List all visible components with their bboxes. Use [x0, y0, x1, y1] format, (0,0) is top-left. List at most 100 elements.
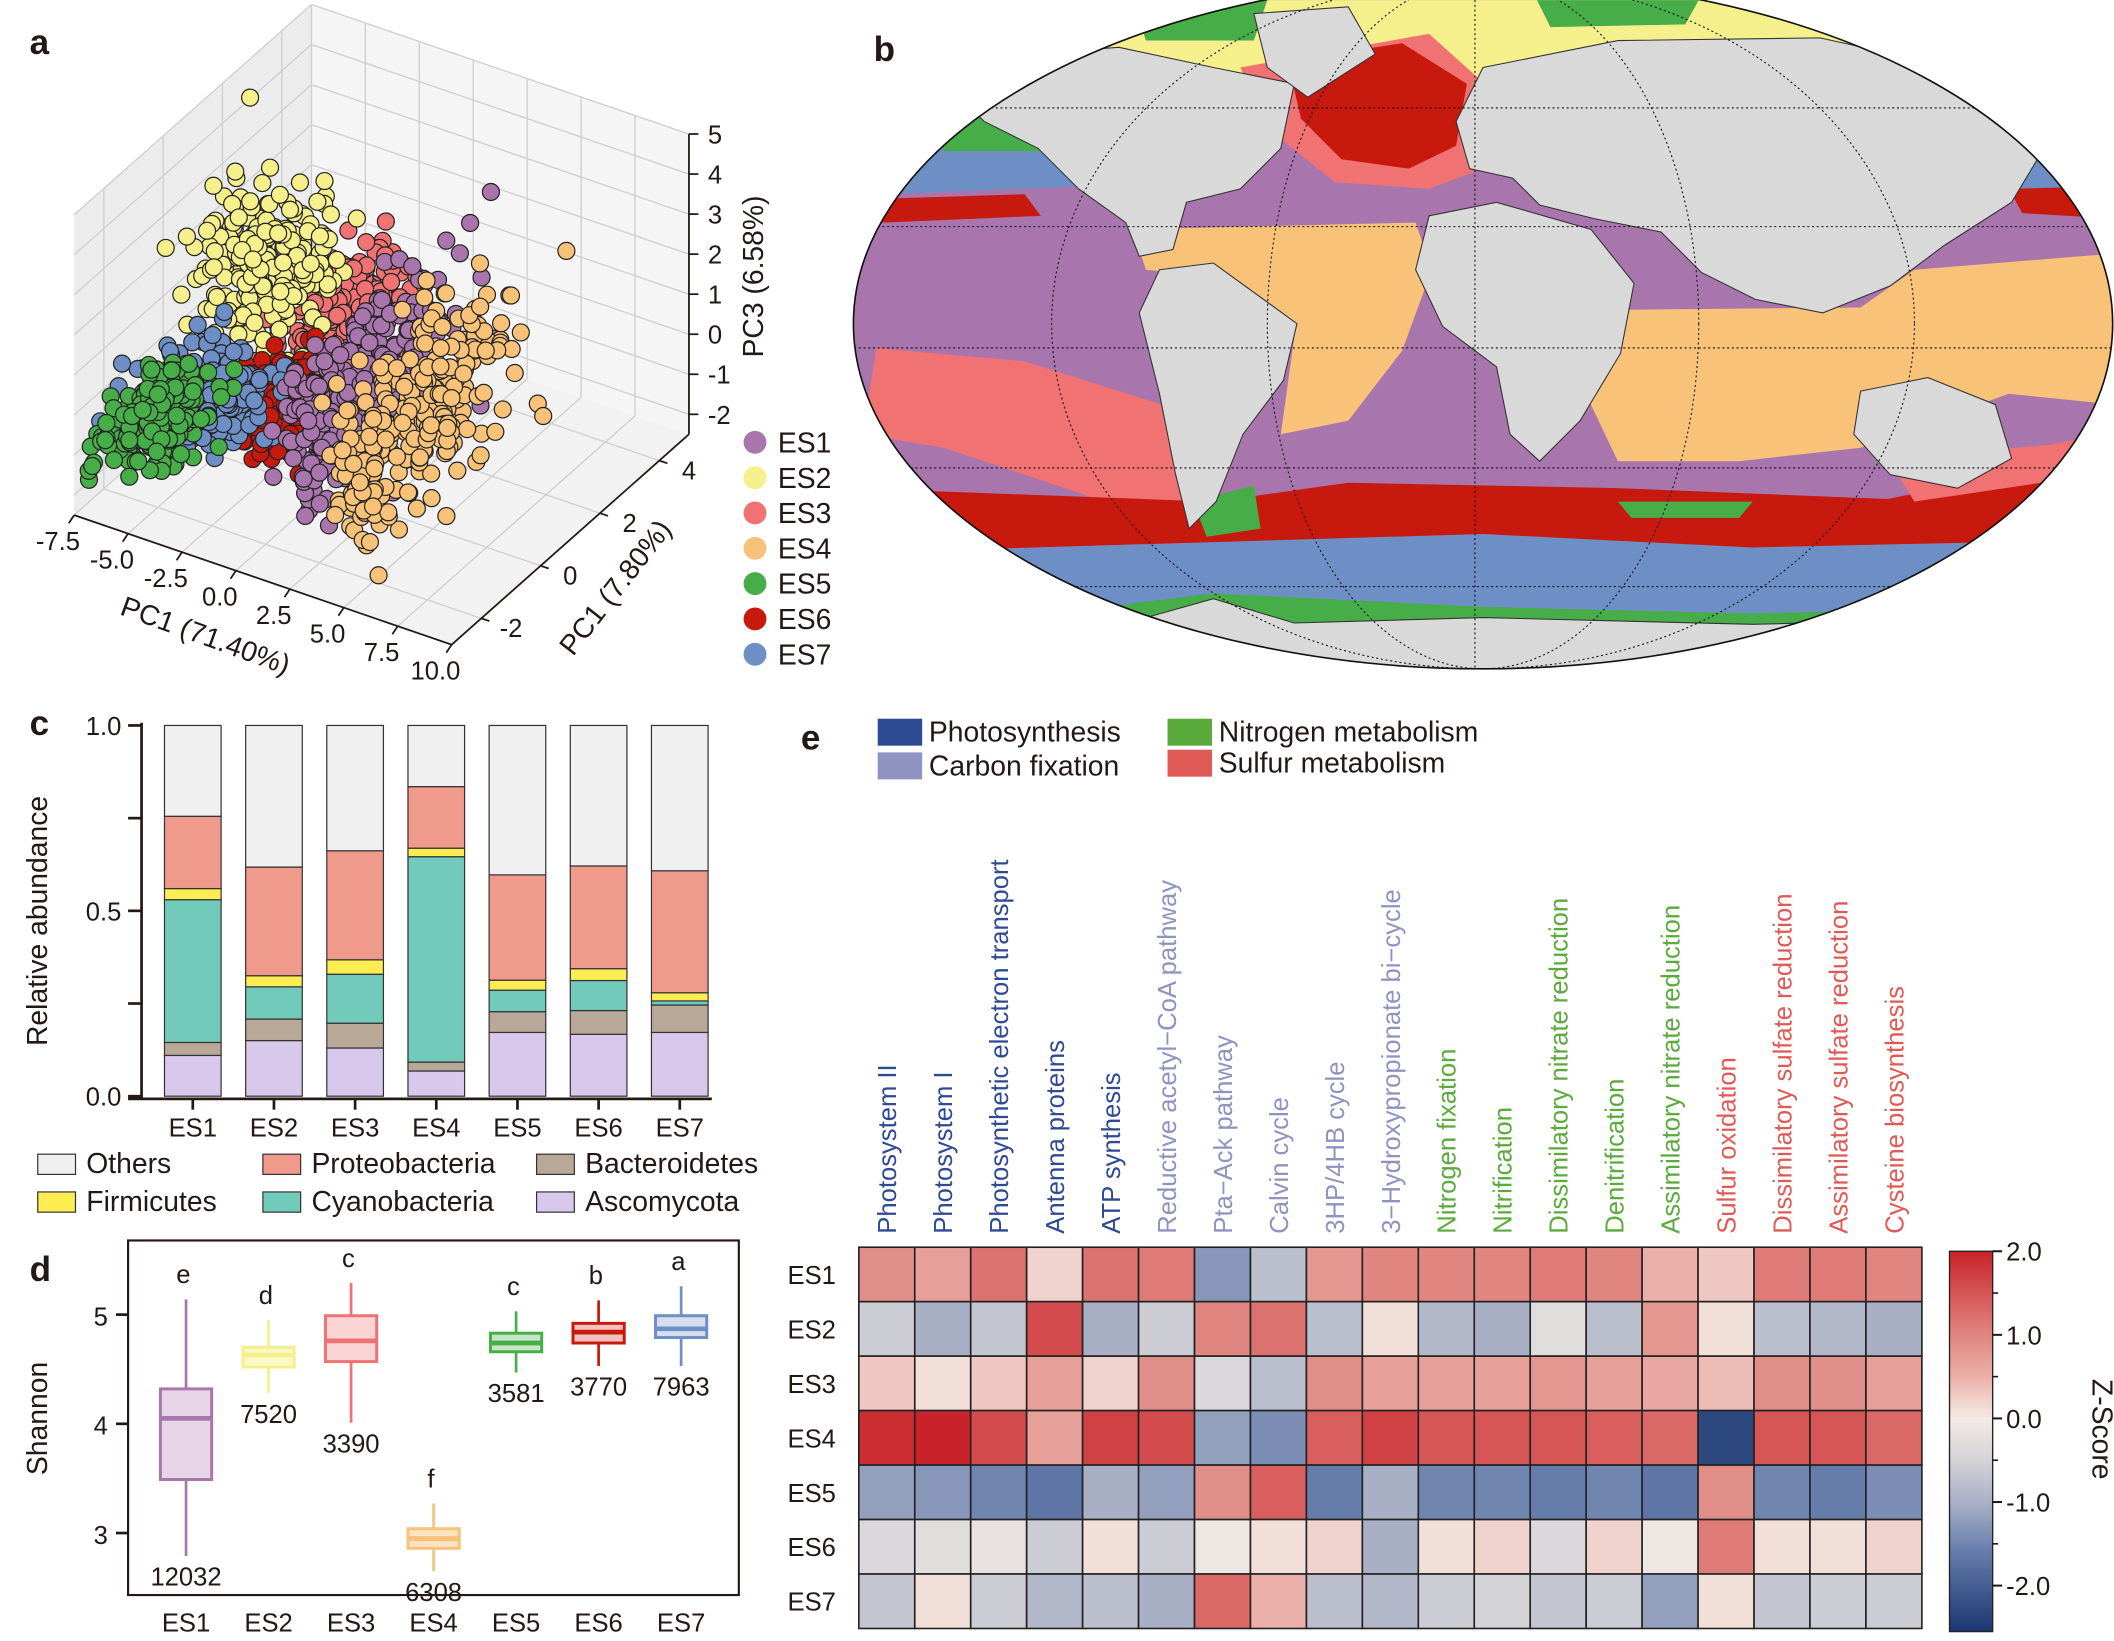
scatter-point-es2: [315, 171, 334, 191]
scatter-point-es2: [280, 200, 300, 219]
scatter-point-es2: [270, 320, 289, 339]
bar-segment-cyanobacteria: [488, 989, 547, 1013]
stacked-bar-chart: Relative abundance 0.0 0.5 1.0 ES1 ES2 ES3 ES4…: [21, 713, 758, 1217]
scatter-point-es5: [167, 406, 186, 425]
heatmap-cell: [858, 1409, 916, 1466]
pc2-tick: [658, 459, 668, 465]
region-es6-north-pacific-strip: [853, 194, 1041, 224]
legend-label-others: Others: [86, 1147, 171, 1179]
box-x-tick-label: ES4: [409, 1609, 457, 1637]
heatmap-cell: [1529, 1573, 1587, 1630]
heatmap-cell: [858, 1246, 916, 1303]
scatter-point-es3: [357, 233, 376, 252]
scatter-point-es2: [327, 250, 347, 270]
box-significance-letter: e: [176, 1261, 190, 1289]
heatmap-cell: [1025, 1355, 1084, 1412]
heatmap-column-label: Cysteine biosynthesis: [1881, 986, 1909, 1234]
heatmap-cell: [1417, 1300, 1476, 1357]
scatter-point-es2: [308, 192, 327, 211]
bar-segment-ascomycota: [326, 1047, 385, 1097]
panel-label-c: c: [30, 704, 50, 743]
scatter-point-es5: [148, 385, 167, 404]
heatmap-column-label: Photosynthetic electron transport: [986, 859, 1014, 1233]
box-iqr-es1: [158, 1387, 214, 1482]
heatmap-cell: [1249, 1246, 1308, 1303]
bar-segment-cyanobacteria: [163, 899, 222, 1044]
box-significance-letter: a: [671, 1248, 686, 1276]
box-x-tick-label: ES6: [574, 1609, 622, 1637]
scatter-point-es5: [147, 442, 166, 461]
heatmap-column-label: Assimilatory nitrate reduction: [1658, 905, 1686, 1234]
pc2-tick: [599, 512, 609, 517]
pc2-tick-label: 4: [682, 458, 696, 486]
scatter-point-es5: [120, 431, 139, 450]
box-sample-count: 7963: [653, 1374, 710, 1402]
heatmap-cell: [1025, 1518, 1084, 1575]
heatmap-cell: [1137, 1464, 1196, 1521]
heatmap-cell: [969, 1355, 1028, 1412]
heatmap-cell: [1809, 1409, 1867, 1466]
bar-x-tick-label: ES7: [656, 1115, 704, 1143]
scatter-point-es2: [205, 242, 224, 261]
scatter-point-es4: [360, 427, 379, 446]
scatter-point-es5: [171, 445, 191, 464]
land-africa: [1415, 201, 1635, 462]
bar-segment-ascomycota: [650, 1031, 709, 1097]
heatmap-cell: [969, 1518, 1028, 1575]
scatter-point-es2: [243, 250, 263, 269]
heatmap-cell: [1753, 1464, 1811, 1521]
bar-segment-bacteroidetes: [245, 1018, 303, 1042]
heatmap-cell: [1193, 1409, 1252, 1466]
scatter-point-es2: [226, 162, 245, 181]
gridline: [311, 3, 690, 135]
scatter-point-es1: [450, 244, 469, 263]
scatter-point-es4: [501, 286, 521, 305]
heatmap-cell: [1193, 1464, 1252, 1521]
heatmap-column-label: ATP synthesis: [1098, 1072, 1126, 1233]
land-greenland: [1253, 6, 1376, 98]
heatmap-cell: [1865, 1409, 1923, 1466]
scatter-point-es4: [436, 284, 456, 303]
scatter-point-es7: [112, 354, 132, 373]
group-legend-swatch: [877, 752, 923, 780]
scatter-point-es4: [431, 338, 450, 358]
pc2-tick-label: 2: [622, 510, 636, 538]
colorbar-tick-label: -2.0: [2006, 1573, 2050, 1601]
scatter-point-es4: [333, 441, 352, 460]
pc1-tick: [391, 625, 399, 635]
heatmap-cell: [1529, 1518, 1587, 1575]
scatter-point-es7: [224, 342, 243, 361]
pc3-tick-label: 5: [708, 121, 722, 149]
heatmap-cell: [1585, 1355, 1643, 1412]
scatter-point-es2: [241, 192, 260, 211]
heatmap-cell: [1753, 1518, 1811, 1575]
heatmap-cell: [1417, 1573, 1476, 1630]
heatmap-cell: [1809, 1518, 1867, 1575]
pc1-tick-label: 10.0: [411, 658, 461, 686]
heatmap-cell: [1529, 1409, 1587, 1466]
box-sample-count: 3581: [488, 1380, 545, 1408]
scatter-point-es1: [481, 182, 500, 202]
scatter-point-es4: [326, 505, 345, 525]
gridline: [311, 43, 690, 175]
scatter-point-es4: [387, 447, 407, 466]
box-sample-count: 3770: [570, 1374, 627, 1402]
heatmap-cell: [1417, 1518, 1476, 1575]
scatter-point-es2: [269, 224, 288, 243]
heatmap-cell: [1305, 1573, 1364, 1630]
heatmap-cell: [1025, 1300, 1084, 1357]
bar-y-tick-label: 0.0: [86, 1084, 122, 1112]
pc1-tick: [445, 644, 453, 654]
scatter-point-es7: [203, 325, 222, 345]
bar-y-axis-label: Relative abundance: [21, 796, 53, 1046]
heatmap-cell: [1697, 1409, 1755, 1466]
pc3-tick-label: 4: [708, 162, 722, 190]
scatter-point-es4: [364, 409, 383, 428]
scatter-point-es2: [347, 209, 366, 228]
heatmap-cell: [1361, 1573, 1420, 1630]
heatmap-cell: [1025, 1246, 1084, 1303]
colorbar-label: Z-Score: [2086, 1379, 2114, 1480]
heatmap-cell: [969, 1464, 1028, 1521]
scatter-point-es4: [350, 473, 369, 492]
gridline: [73, 44, 312, 256]
